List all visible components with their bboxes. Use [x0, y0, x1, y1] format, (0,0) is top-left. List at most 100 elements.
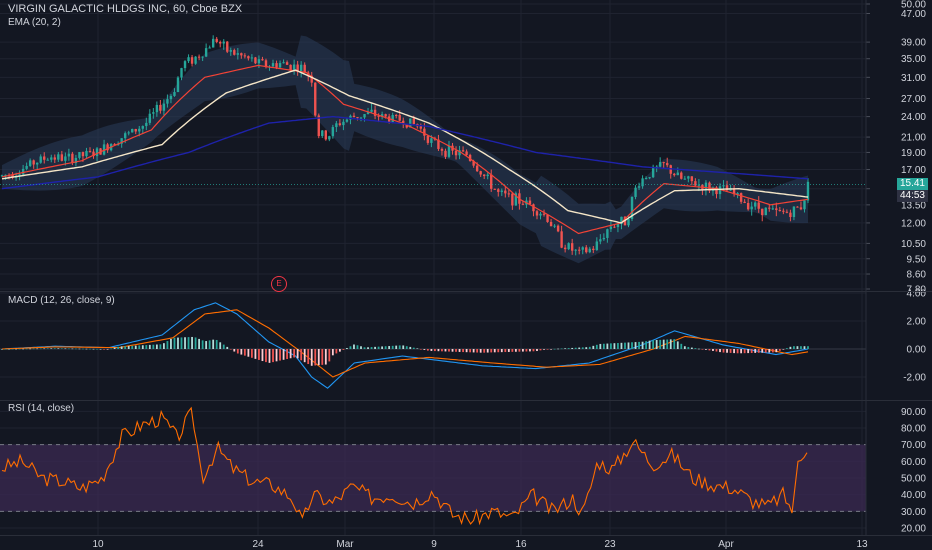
macd-histogram-bar: [286, 349, 288, 360]
indicator-bands: [0, 35, 866, 512]
candle-body: [405, 124, 408, 128]
macd-histogram-bar: [335, 349, 338, 354]
macd-histogram-bar: [546, 349, 549, 350]
macd-histogram-bar: [500, 349, 503, 353]
time-tick-label: 9: [431, 539, 437, 550]
macd-histogram-bar: [553, 348, 556, 350]
candle-body: [402, 120, 405, 125]
candle-body: [504, 190, 507, 194]
candle-body: [356, 117, 359, 119]
macd-histogram-bar: [391, 345, 394, 349]
macd-histogram-bar: [331, 349, 334, 356]
macd-histogram-bar: [110, 348, 113, 350]
candle-body: [465, 151, 468, 155]
candle-body: [553, 225, 556, 227]
macd-histogram-bar: [314, 349, 317, 366]
candle-body: [549, 221, 553, 227]
macd-histogram-bar: [212, 339, 215, 349]
macd-histogram-bar: [719, 349, 721, 353]
candle-body: [454, 150, 458, 156]
macd-histogram-bar: [131, 345, 134, 349]
macd-histogram-bar: [303, 349, 306, 363]
macd-histogram-bar: [360, 346, 362, 349]
macd-histogram-bar: [113, 347, 116, 349]
candle-body: [352, 115, 356, 118]
macd-histogram-bar: [437, 349, 440, 352]
candle-body: [437, 139, 440, 149]
candle-body: [127, 132, 130, 134]
candle-body: [166, 99, 169, 104]
macd-histogram-bar: [177, 337, 179, 349]
macd-histogram-bar: [163, 343, 165, 349]
macd-histogram-bar: [574, 347, 577, 349]
earnings-event-marker[interactable]: E: [271, 276, 287, 292]
candle-body: [708, 182, 711, 191]
candle-body: [430, 138, 433, 143]
candle-body: [194, 56, 197, 64]
rsi-tick-label: 60.00: [901, 457, 926, 468]
ema-legend[interactable]: EMA (20, 2): [8, 17, 61, 28]
pane-divider-price-macd[interactable]: [0, 291, 932, 292]
candle-body: [377, 115, 380, 117]
candle-body: [60, 154, 64, 161]
macd-histogram-bar: [613, 343, 616, 349]
pane-divider-macd-rsi[interactable]: [0, 400, 932, 401]
candle-body: [190, 57, 194, 64]
candle-body: [21, 168, 25, 175]
macd-histogram-bar: [261, 349, 264, 362]
macd-histogram-bar: [455, 349, 457, 352]
line-series: [0, 64, 866, 526]
candle-body: [620, 216, 623, 225]
candle-body: [0, 175, 4, 177]
macd-histogram-bar: [458, 349, 461, 352]
macd-histogram-bar: [617, 343, 619, 349]
candle-body: [585, 247, 588, 253]
macd-histogram-bar: [493, 349, 496, 353]
candle-body: [159, 104, 162, 111]
candle-body: [757, 202, 760, 209]
rsi-legend[interactable]: RSI (14, close): [8, 403, 75, 414]
candle-body: [666, 163, 669, 166]
macd-histogram-bar: [483, 349, 486, 353]
macd-histogram-bar: [631, 342, 633, 349]
macd-tick-label: -2.00: [903, 373, 926, 384]
candle-body: [299, 64, 303, 72]
rsi-tick-label: 20.00: [901, 524, 926, 535]
macd-histogram-bar: [120, 346, 123, 349]
macd-histogram-bar: [103, 349, 105, 350]
candle-body: [271, 63, 275, 67]
macd-histogram: [1, 336, 809, 366]
macd-histogram-bar: [243, 349, 246, 356]
candle-body: [387, 116, 391, 123]
candle-body: [514, 193, 518, 206]
macd-histogram-bar: [609, 343, 612, 349]
price-tick-label: 35.00: [901, 54, 926, 65]
candle-body: [366, 111, 370, 115]
candle-body: [145, 122, 148, 127]
symbol-title[interactable]: VIRGIN GALACTIC HLDGS INC, 60, Cboe BZX: [8, 3, 243, 15]
macd-tick-label: 2.00: [907, 317, 927, 328]
macd-histogram-bar: [296, 349, 299, 359]
candle-body: [616, 224, 620, 228]
macd-histogram-bar: [782, 349, 785, 350]
candle-body: [412, 118, 415, 124]
candle-body: [138, 128, 141, 132]
macd-legend[interactable]: MACD (12, 26, close, 9): [8, 295, 115, 306]
candle-body: [391, 115, 394, 123]
price-tick-label: 13.50: [901, 200, 926, 211]
candle-body: [792, 206, 796, 218]
macd-histogram-bar: [441, 349, 443, 352]
macd-histogram-bar: [201, 340, 204, 349]
macd-histogram-bar: [726, 349, 728, 353]
candle-body: [725, 185, 729, 191]
macd-histogram-bar: [426, 349, 429, 351]
candle-body: [676, 172, 679, 176]
macd-histogram-bar: [254, 349, 257, 359]
macd-histogram-bar: [300, 349, 303, 361]
candle-body: [321, 130, 324, 137]
time-tick-label: 13: [856, 539, 868, 550]
macd-histogram-bar: [550, 349, 552, 350]
candle-body: [331, 127, 335, 137]
macd-histogram-bar: [25, 348, 28, 350]
